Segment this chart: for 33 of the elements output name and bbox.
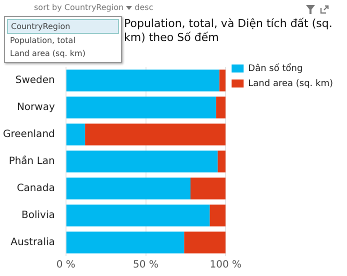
bar <box>184 232 226 254</box>
chart-title: Population, total, và Diện tích đất (sq. km) theo Số đếm <box>124 17 334 45</box>
bar <box>216 96 226 118</box>
bar <box>66 96 216 118</box>
bar <box>219 70 226 92</box>
y-tick-label: Australia <box>10 237 55 248</box>
bar <box>210 204 226 226</box>
legend-label: Land area (sq. km) <box>248 78 334 89</box>
y-tick-label: Bolivia <box>22 210 55 222</box>
text: sort by <box>34 3 62 12</box>
y-tick-label: Canada <box>16 183 55 194</box>
bar <box>66 232 184 254</box>
legend-label: Dân số tổng <box>248 62 303 74</box>
bar <box>66 124 86 146</box>
bar <box>218 150 226 172</box>
bar <box>66 150 218 172</box>
x-tick-label: 100 % <box>210 260 242 271</box>
text: CountryRegion <box>64 3 124 12</box>
x-tick-label: 50 % <box>133 260 158 271</box>
text: Land area (sq. km) <box>9 48 86 60</box>
y-tick-label: Norway <box>16 102 55 114</box>
text: CountryRegion <box>7 19 119 34</box>
bar <box>66 204 210 226</box>
y-tick-label: Greenland <box>3 129 55 140</box>
text: Population, total <box>9 35 76 47</box>
text: desc <box>134 3 154 12</box>
bar <box>85 124 226 146</box>
y-tick-label: Sweden <box>15 75 55 86</box>
bar <box>66 178 190 200</box>
bar <box>66 70 220 92</box>
x-tick-label: 0 % <box>56 260 76 271</box>
y-tick-label: Phần Lan <box>8 155 55 168</box>
bar <box>190 178 226 200</box>
